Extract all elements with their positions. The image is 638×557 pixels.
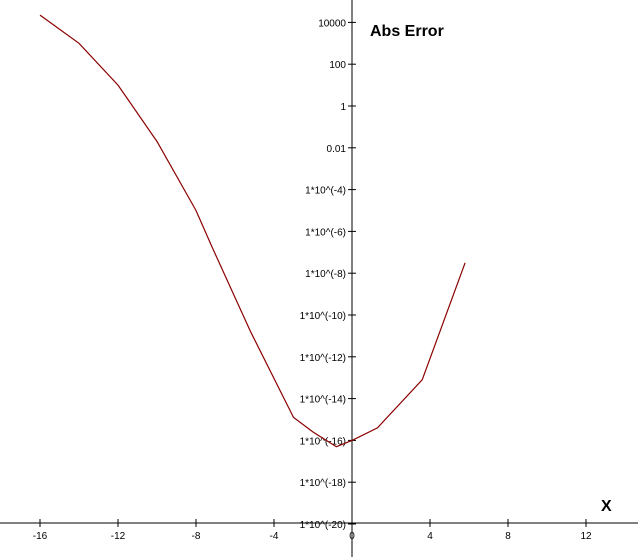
x-tick-label: 8 <box>505 531 511 542</box>
y-tick-label: 1*10^(-16) <box>300 436 346 447</box>
y-tick-label: 0.01 <box>327 144 347 155</box>
y-axis-title: Abs Error <box>370 23 444 40</box>
series-group <box>39 14 466 448</box>
y-tick-label: 1*10^(-18) <box>300 478 346 489</box>
y-ticks: 10000 100 1 0.01 1*10^(-4) 1*10^(-6) 1*10^(-8)… <box>300 18 356 531</box>
series-line <box>39 14 466 448</box>
y-tick-label: 1*10^(-6) <box>305 227 346 238</box>
x-tick-label: -8 <box>192 531 201 542</box>
x-ticks: -16 -12 -8 -4 0 4 8 12 <box>33 519 592 542</box>
y-tick-label: 1*10^(-14) <box>300 395 346 406</box>
x-tick-label: -4 <box>270 531 279 542</box>
y-tick-label: 1*10^(-8) <box>305 269 346 280</box>
x-tick-label: 12 <box>580 531 592 542</box>
y-tick-label: 1*10^(-10) <box>300 311 346 322</box>
x-tick-label: -16 <box>33 531 48 542</box>
y-tick-label: 1*10^(-4) <box>305 186 346 197</box>
x-axis-title: X <box>601 498 612 515</box>
x-tick-label: 4 <box>427 531 433 542</box>
y-tick-label: 10000 <box>318 18 346 29</box>
x-tick-label: -12 <box>111 531 126 542</box>
y-tick-label: 1*10^(-12) <box>300 353 346 364</box>
y-tick-label: 100 <box>329 60 346 71</box>
y-tick-label: 1 <box>340 102 346 113</box>
x-tick-label: 0 <box>349 531 355 542</box>
y-tick-label: 1*10^(-20) <box>300 520 346 531</box>
